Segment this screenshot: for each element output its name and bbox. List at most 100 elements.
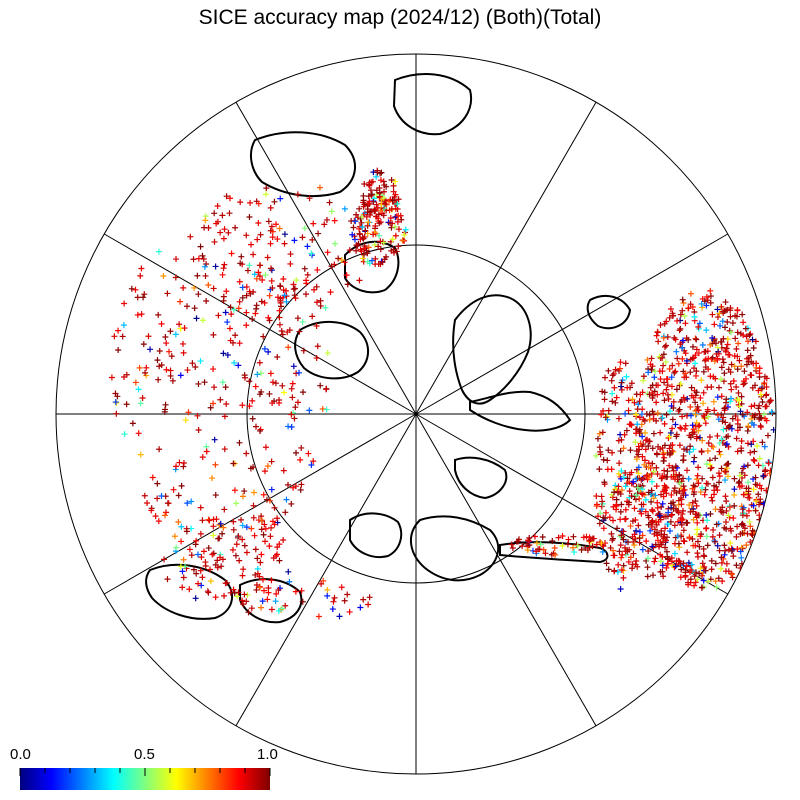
data-marker	[735, 480, 742, 487]
data-marker	[346, 608, 353, 615]
data-marker	[230, 306, 237, 313]
data-marker	[687, 404, 694, 411]
data-marker	[649, 445, 656, 452]
data-marker	[639, 433, 646, 440]
data-marker	[293, 449, 300, 456]
data-marker	[233, 541, 240, 548]
data-marker	[734, 307, 741, 314]
data-marker	[733, 533, 740, 540]
data-marker	[549, 538, 556, 545]
data-marker	[358, 219, 365, 226]
data-marker	[741, 368, 748, 375]
data-marker	[733, 562, 740, 569]
data-marker	[717, 565, 724, 572]
data-marker	[703, 293, 710, 300]
data-marker	[539, 533, 546, 540]
data-marker	[230, 460, 237, 467]
coastlines	[145, 73, 632, 624]
data-marker	[357, 604, 364, 611]
data-marker	[692, 579, 699, 586]
data-marker	[388, 206, 395, 213]
data-marker	[179, 584, 186, 591]
data-marker	[537, 541, 544, 548]
data-marker	[719, 418, 726, 425]
data-marker	[687, 369, 694, 376]
data-marker	[709, 335, 716, 342]
data-marker	[695, 427, 702, 434]
data-marker	[745, 423, 752, 430]
data-marker	[268, 458, 275, 465]
data-marker	[143, 364, 150, 371]
data-marker	[663, 490, 670, 497]
data-marker	[676, 327, 683, 334]
data-marker	[268, 577, 275, 584]
data-marker	[596, 444, 603, 451]
data-marker	[236, 278, 243, 285]
data-marker	[317, 297, 324, 304]
data-marker	[266, 292, 273, 299]
data-marker	[230, 518, 237, 525]
data-marker	[389, 236, 396, 243]
data-marker	[609, 390, 616, 397]
data-marker	[639, 546, 646, 553]
data-marker	[644, 555, 651, 562]
data-marker	[657, 376, 664, 383]
data-marker	[256, 391, 263, 398]
colorbar-bar	[20, 768, 270, 790]
data-marker	[154, 357, 161, 364]
data-marker	[648, 498, 655, 505]
data-marker	[678, 501, 685, 508]
data-marker	[251, 271, 258, 278]
data-marker	[689, 485, 696, 492]
data-marker	[261, 468, 268, 475]
data-marker	[177, 372, 184, 379]
data-marker	[155, 376, 162, 383]
data-marker	[714, 542, 721, 549]
data-marker	[141, 492, 148, 499]
data-marker	[747, 539, 754, 546]
data-marker	[718, 303, 725, 310]
data-marker	[766, 398, 773, 405]
data-marker	[128, 285, 135, 292]
data-marker	[249, 397, 256, 404]
data-marker	[234, 593, 241, 600]
data-marker	[668, 374, 675, 381]
data-marker	[698, 300, 705, 307]
data-marker	[745, 354, 752, 361]
data-marker	[728, 425, 735, 432]
data-marker	[745, 338, 752, 345]
data-marker	[632, 561, 639, 568]
data-marker	[112, 390, 119, 397]
data-marker	[700, 400, 707, 407]
data-marker	[673, 386, 680, 393]
data-marker	[608, 466, 615, 473]
data-marker	[698, 449, 705, 456]
data-marker	[264, 596, 271, 603]
data-marker	[672, 336, 679, 343]
data-marker	[221, 592, 228, 599]
data-marker	[535, 546, 542, 553]
data-marker	[211, 238, 218, 245]
data-marker	[361, 181, 368, 188]
data-marker	[227, 304, 234, 311]
meridian-line	[235, 413, 417, 727]
data-marker	[262, 525, 269, 532]
data-marker	[634, 406, 641, 413]
data-marker	[555, 534, 562, 541]
data-marker	[626, 471, 633, 478]
data-marker	[737, 472, 744, 479]
data-marker	[747, 330, 754, 337]
data-marker	[672, 368, 679, 375]
data-marker	[257, 370, 264, 377]
data-marker	[275, 607, 282, 614]
data-marker	[261, 521, 268, 528]
data-marker	[618, 554, 625, 561]
data-marker	[756, 410, 763, 417]
data-marker	[338, 256, 345, 263]
data-marker	[639, 532, 646, 539]
data-marker	[365, 193, 372, 200]
data-marker	[730, 378, 737, 385]
data-marker	[180, 459, 187, 466]
data-marker	[178, 523, 185, 530]
data-marker	[736, 397, 743, 404]
